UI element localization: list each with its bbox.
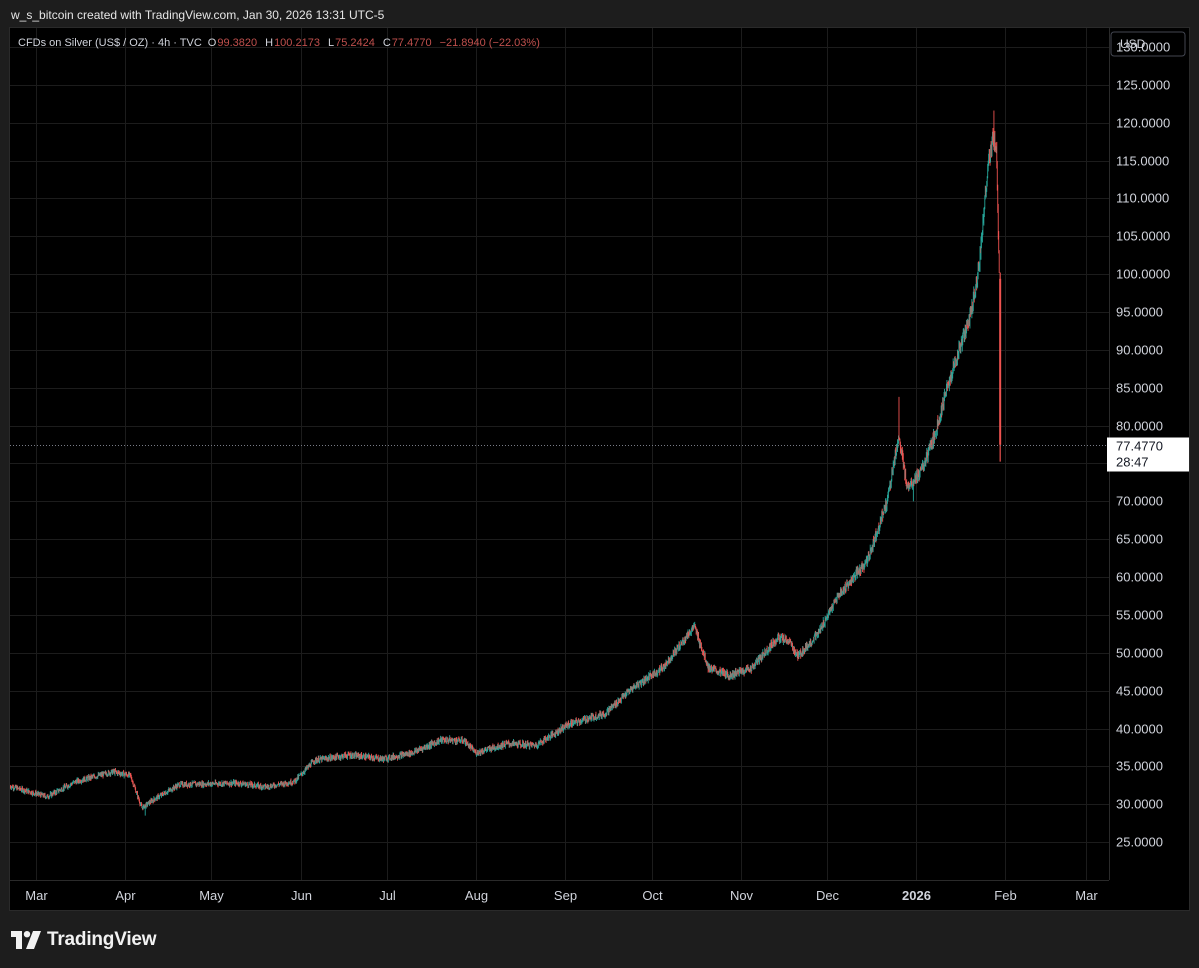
last-price-value: 77.4770 bbox=[1116, 439, 1163, 454]
time-tick-label: Mar bbox=[1075, 888, 1098, 903]
price-tick-label: 60.0000 bbox=[1116, 570, 1163, 585]
price-tick-label: 55.0000 bbox=[1116, 608, 1163, 623]
price-tick-label: 30.0000 bbox=[1116, 797, 1163, 812]
symbol-legend[interactable]: CFDs on Silver (US$ / OZ) · 4h · TVC O 9… bbox=[18, 37, 540, 49]
time-tick-label: May bbox=[199, 888, 224, 903]
last-price-badge: 77.4770 28:47 bbox=[1107, 437, 1189, 472]
legend-high-label: H bbox=[265, 37, 273, 49]
price-tick-label: 65.0000 bbox=[1116, 532, 1163, 547]
price-tick-label: 95.0000 bbox=[1116, 305, 1163, 320]
candles bbox=[10, 110, 1002, 816]
candle-countdown: 28:47 bbox=[1116, 455, 1149, 470]
price-tick-label: 130.0000 bbox=[1116, 40, 1170, 55]
time-tick-label: 2026 bbox=[902, 888, 931, 903]
price-tick-label: 110.0000 bbox=[1116, 191, 1169, 206]
time-tick-label: Mar bbox=[25, 888, 48, 903]
legend-open-label: O bbox=[208, 37, 217, 49]
legend-low-value: 75.2424 bbox=[335, 37, 375, 49]
attribution-bar: w_s_bitcoin created with TradingView.com… bbox=[0, 0, 1199, 30]
price-tick-label: 25.0000 bbox=[1116, 835, 1163, 850]
price-tick-label: 90.0000 bbox=[1116, 343, 1163, 358]
time-tick-label: Apr bbox=[115, 888, 136, 903]
legend-change: −21.8940 (−22.03%) bbox=[440, 37, 540, 49]
price-tick-label: 115.0000 bbox=[1116, 154, 1169, 169]
currency-button[interactable] bbox=[1110, 31, 1186, 57]
price-tick-label: 125.0000 bbox=[1116, 78, 1170, 93]
price-tick-label: 50.0000 bbox=[1116, 646, 1163, 661]
plot-background bbox=[10, 28, 1109, 880]
price-tick-label: 100.0000 bbox=[1116, 267, 1170, 282]
attribution-text: w_s_bitcoin created with TradingView.com… bbox=[11, 8, 385, 22]
legend-close-value: 77.4770 bbox=[392, 37, 432, 49]
time-tick-label: Oct bbox=[642, 888, 663, 903]
time-tick-label: Feb bbox=[994, 888, 1016, 903]
time-axis[interactable]: Mar Apr May Jun Jul Aug Sep Oct Nov Dec 2026 Feb Mar bbox=[25, 888, 1098, 903]
time-tick-label: Nov bbox=[730, 888, 754, 903]
price-tick-label: 105.0000 bbox=[1116, 229, 1170, 244]
time-tick-label: Dec bbox=[816, 888, 840, 903]
price-tick-label: 85.0000 bbox=[1116, 381, 1163, 396]
price-chart[interactable]: CFDs on Silver (US$ / OZ) · 4h · TVC O 9… bbox=[10, 28, 1191, 912]
time-tick-label: Sep bbox=[554, 888, 577, 903]
brand-footer[interactable]: TradingView bbox=[11, 926, 157, 954]
price-tick-label: 120.0000 bbox=[1116, 116, 1170, 131]
legend-open-value: 99.3820 bbox=[217, 37, 257, 49]
price-tick-label: 45.0000 bbox=[1116, 684, 1163, 699]
legend-symbol: CFDs on Silver (US$ / OZ) · 4h · TVC bbox=[18, 37, 202, 49]
last-candle-body bbox=[999, 278, 1002, 445]
chart-panel[interactable]: CFDs on Silver (US$ / OZ) · 4h · TVC O 9… bbox=[9, 27, 1190, 911]
time-tick-label: Jul bbox=[379, 888, 396, 903]
price-tick-label: 70.0000 bbox=[1116, 494, 1163, 509]
currency-button-label[interactable]: USD bbox=[1120, 37, 1146, 51]
time-tick-label: Jun bbox=[291, 888, 312, 903]
legend-high-value: 100.2173 bbox=[274, 37, 320, 49]
tradingview-logo-icon bbox=[11, 931, 41, 949]
grid-lines bbox=[10, 28, 1110, 881]
legend-low-label: L bbox=[328, 37, 334, 49]
time-tick-label: Aug bbox=[465, 888, 488, 903]
price-tick-label: 80.0000 bbox=[1116, 419, 1163, 434]
brand-name: TradingView bbox=[47, 929, 157, 950]
legend-close-label: C bbox=[383, 37, 391, 49]
last-price-badge-bg bbox=[1107, 437, 1189, 472]
price-tick-label: 40.0000 bbox=[1116, 722, 1163, 737]
price-tick-label: 35.0000 bbox=[1116, 759, 1163, 774]
